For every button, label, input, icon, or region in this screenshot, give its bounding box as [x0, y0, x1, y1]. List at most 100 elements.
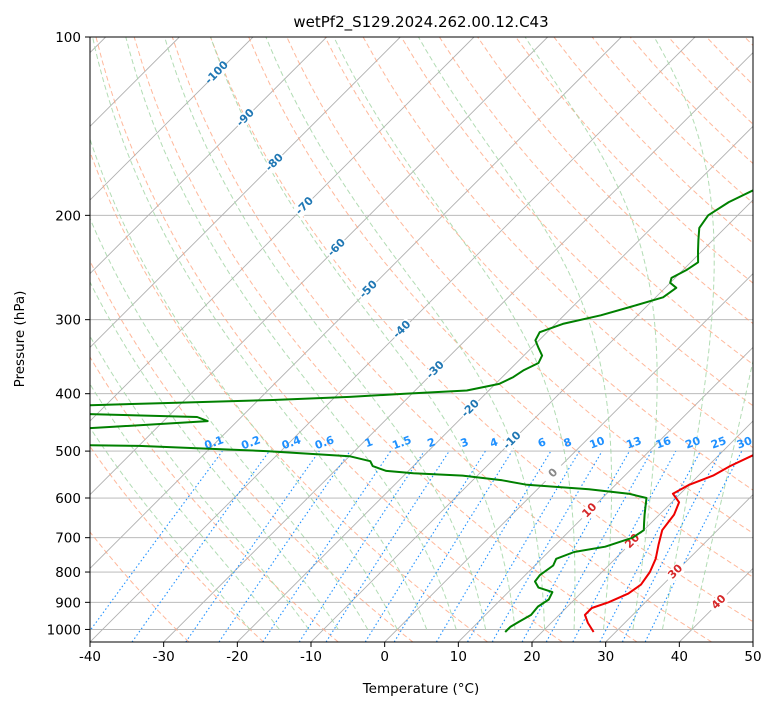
isotherm-line: [458, 346, 753, 642]
mixing-ratio-label: 1.5: [391, 433, 414, 452]
x-tick-label: -30: [153, 649, 175, 665]
mixing-ratio-line: [325, 450, 450, 642]
dry-adiabat-line: [248, 37, 753, 578]
x-tick-label: 10: [450, 649, 467, 665]
isotherm-label-bg: [292, 194, 317, 219]
mixing-ratio-line: [298, 450, 425, 642]
mixing-ratio-label: 0.1: [203, 433, 226, 452]
mixing-ratio-label: 8: [562, 435, 574, 450]
moist-adiabat-line: [125, 37, 457, 630]
x-tick-label: -10: [300, 649, 322, 665]
dry-adiabat-line: [324, 37, 753, 491]
mixing-ratio-label: 20: [683, 434, 702, 452]
isotherm-label-bg: [620, 529, 645, 554]
y-axis-label: Pressure (hPa): [12, 291, 28, 388]
background-lines: [90, 37, 753, 642]
dry-adiabat-line: [171, 37, 712, 642]
dry-adiabat-line: [515, 37, 753, 284]
moist-adiabat-line: [90, 335, 310, 630]
y-tick-label: 700: [55, 531, 81, 547]
dry-adiabat-line: [90, 531, 190, 642]
dry-adiabat-line: [400, 37, 753, 407]
moist-adiabat-line: [90, 217, 369, 630]
mixing-ratio-label: 0.2: [239, 433, 262, 452]
mixing-ratio-line: [572, 450, 677, 642]
isotherm-line: [90, 37, 696, 642]
dry-adiabat-line: [90, 259, 414, 642]
isotherm-label-bg: [262, 150, 287, 175]
isotherm-label-bg: [500, 428, 525, 453]
temperature-profile-line: [583, 454, 753, 633]
mixing-ratio-label: 0.4: [280, 433, 303, 452]
isotherm-line: [90, 37, 475, 422]
y-tick-label: 500: [55, 444, 81, 460]
mixing-ratio-line: [644, 450, 743, 642]
plot-frame: [89, 36, 754, 643]
isotherm-line: [237, 125, 753, 642]
moist-adiabat-line: [418, 37, 613, 630]
x-axis-label: Temperature (°C): [362, 681, 480, 697]
isotherm-label-bg: [204, 60, 230, 85]
isotherm-line: [384, 273, 753, 642]
moist-adiabat-line: [265, 37, 546, 630]
mixing-ratio-label: 3: [459, 435, 471, 450]
x-tick-label: -20: [226, 649, 248, 665]
isotherm-label-bg: [541, 461, 566, 486]
mixing-ratio-label: 25: [709, 434, 728, 451]
mixing-ratio-label: 4: [488, 435, 500, 450]
mixing-ratio-label: 0.6: [313, 433, 336, 452]
isotherm-label-bg: [707, 590, 732, 615]
mixing-ratio-label: 2: [426, 435, 438, 450]
x-tick-label: 40: [671, 649, 688, 665]
y-tick-label: 800: [55, 565, 81, 581]
dewpoint-profile-line: [90, 189, 753, 633]
y-tick-label: 400: [55, 387, 81, 403]
moist-adiabat-line: [164, 37, 487, 630]
isotherm-label-bg: [663, 559, 688, 585]
dry-adiabat-line: [95, 37, 563, 642]
y-tick-label: 100: [55, 30, 81, 46]
isotherm-label-bg: [423, 358, 448, 383]
y-tick-label: 600: [55, 491, 81, 507]
mixing-ratio-label: 10: [588, 434, 607, 452]
isotherm-line: [90, 37, 401, 348]
moist-adiabat-line: [691, 358, 753, 630]
dry-adiabat-line: [438, 37, 753, 366]
y-tick-label: 300: [55, 313, 81, 329]
chart-title: wetPf2_S129.2024.262.00.12.C43: [293, 13, 548, 32]
x-tick-label: 20: [523, 649, 540, 665]
mixing-ratio-line: [262, 450, 392, 642]
y-tick-label: 1000: [47, 622, 81, 638]
isotherm-line: [163, 52, 753, 642]
isotherm-line: [90, 37, 327, 275]
moist-adiabat-line: [92, 37, 428, 630]
moist-adiabat-line: [653, 37, 715, 630]
dry-adiabat-line: [133, 37, 638, 642]
moist-adiabat-line: [90, 137, 398, 630]
isotherm-label-bg: [356, 277, 381, 302]
isotherm-label-bg: [324, 235, 349, 260]
dry-adiabat-line: [90, 445, 264, 642]
y-tick-label: 900: [55, 595, 81, 611]
x-tick-label: 50: [744, 649, 761, 665]
isotherm-label-bg: [390, 317, 415, 342]
profile-series: [90, 189, 753, 633]
x-tick-label: 0: [380, 649, 389, 665]
mixing-ratio-label: 1: [363, 435, 375, 450]
mixing-ratio-line: [521, 450, 630, 642]
isotherm-line: [90, 37, 548, 496]
mixing-ratio-label: 6: [536, 435, 548, 450]
isotherm-line: [90, 37, 622, 569]
x-tick-label: -40: [79, 649, 101, 665]
isotherm-label-bg: [233, 106, 258, 131]
mixing-ratio-line: [90, 450, 223, 632]
mixing-ratio-line: [393, 450, 513, 642]
mixing-ratio-line: [131, 450, 270, 642]
mixing-ratio-label: 30: [735, 434, 754, 452]
axes: -40 -30 -20 -10 0 10 20 30 40 5010020030040050060…: [47, 30, 762, 665]
plot-area: [90, 37, 753, 642]
moist-adiabat-line: [210, 37, 516, 630]
mixing-ratio-line: [185, 450, 320, 642]
